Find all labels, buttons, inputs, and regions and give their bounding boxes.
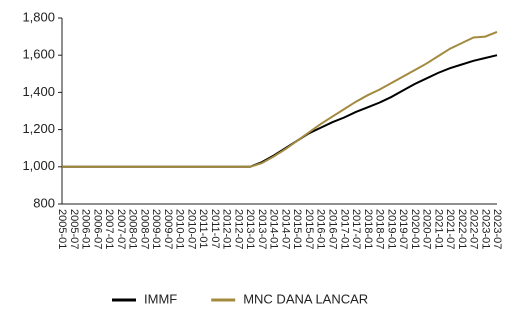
x-tick-label: 2008-07	[138, 209, 150, 249]
x-tick-label: 2019-01	[385, 209, 397, 249]
x-tick-label: 2010-07	[185, 209, 197, 249]
x-tick-label: 2018-07	[374, 209, 386, 249]
x-tick-label: 2012-01	[221, 209, 233, 249]
x-tick-label: 2023-07	[491, 209, 503, 249]
x-tick-label: 2007-01	[103, 209, 115, 249]
x-tick-label: 2016-01	[315, 209, 327, 249]
x-tick-label: 2014-07	[279, 209, 291, 249]
x-tick-label: 2008-01	[127, 209, 139, 249]
x-tick-label: 2017-07	[350, 209, 362, 249]
y-tick-label: 1,600	[22, 47, 55, 62]
x-tick-label: 2017-01	[338, 209, 350, 249]
x-tick-label: 2018-01	[362, 209, 374, 249]
x-tick-label: 2012-07	[232, 209, 244, 249]
x-tick-label: 2020-07	[421, 209, 433, 249]
y-tick-label: 1,000	[22, 158, 55, 173]
y-tick-label: 1,400	[22, 84, 55, 99]
x-tick-label: 2015-01	[291, 209, 303, 249]
x-tick-label: 2015-07	[303, 209, 315, 249]
y-tick-label: 1,200	[22, 121, 55, 136]
x-tick-label: 2021-01	[432, 209, 444, 249]
x-tick-label: 2019-07	[397, 209, 409, 249]
x-tick-label: 2022-07	[468, 209, 480, 249]
x-tick-label: 2021-07	[444, 209, 456, 249]
y-tick-label: 800	[33, 195, 55, 210]
x-tick-label: 2023-01	[479, 209, 491, 249]
x-tick-label: 2016-07	[326, 209, 338, 249]
x-tick-label: 2022-01	[456, 209, 468, 249]
x-tick-label: 2006-01	[80, 209, 92, 249]
legend-label: IMMF	[144, 291, 177, 306]
legend-label: MNC DANA LANCAR	[243, 291, 368, 306]
x-tick-label: 2014-01	[268, 209, 280, 249]
x-tick-label: 2005-01	[56, 209, 68, 249]
x-tick-label: 2020-01	[409, 209, 421, 249]
x-tick-label: 2007-07	[115, 209, 127, 249]
x-tick-label: 2005-07	[68, 209, 80, 249]
x-tick-label: 2013-01	[244, 209, 256, 249]
x-tick-label: 2011-07	[209, 209, 221, 249]
x-tick-label: 2009-01	[150, 209, 162, 249]
x-tick-label: 2010-01	[174, 209, 186, 249]
y-tick-label: 1,800	[22, 9, 55, 24]
x-tick-label: 2006-07	[91, 209, 103, 249]
series-line	[62, 31, 498, 168]
x-tick-label: 2009-07	[162, 209, 174, 249]
x-tick-label: 2013-07	[256, 209, 268, 249]
series-line	[62, 54, 498, 168]
x-tick-label: 2011-01	[197, 209, 209, 249]
